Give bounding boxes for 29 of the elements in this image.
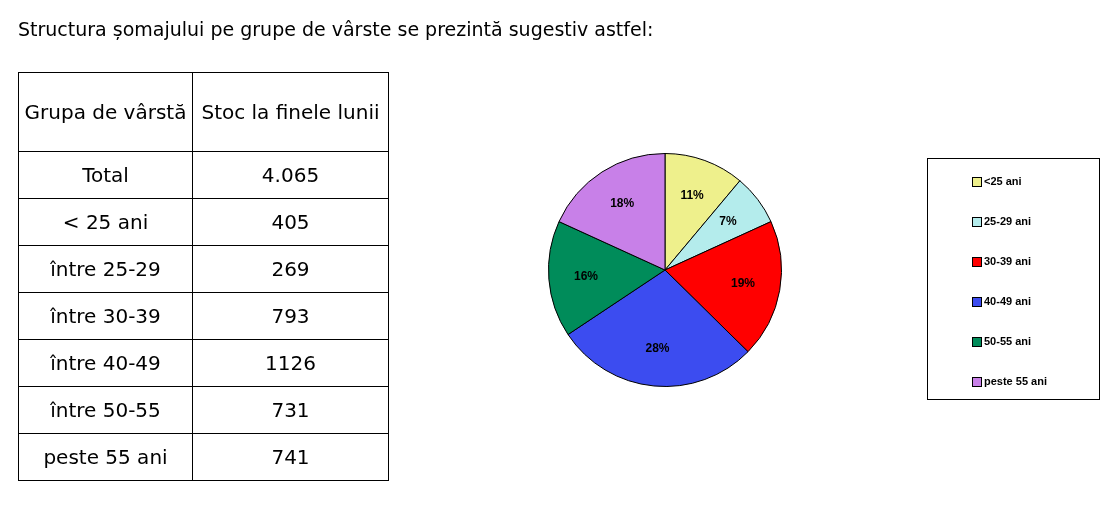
text: între 30-39 bbox=[18, 292, 193, 340]
data-label: 18% bbox=[610, 195, 635, 210]
data-label: 11% bbox=[680, 187, 705, 202]
text: între 40-49 bbox=[18, 339, 193, 387]
legend-label: 40-49 ani bbox=[984, 295, 1032, 307]
text: 405 bbox=[192, 198, 389, 246]
text: între 50-55 bbox=[18, 386, 193, 434]
text: Structura șomajului pe grupe de vârste se prezintă sugestiv astfel: bbox=[18, 18, 654, 40]
text: 4.065 bbox=[192, 151, 389, 199]
text: 1126 bbox=[192, 339, 389, 387]
text: Stoc la finele lunii bbox=[192, 72, 389, 152]
text: între 25-29 bbox=[18, 245, 193, 293]
data-label: 19% bbox=[731, 276, 756, 291]
text: 741 bbox=[192, 433, 389, 481]
legend-label: peste 55 ani bbox=[984, 375, 1047, 387]
data-label: 7% bbox=[719, 214, 738, 229]
data-label: 16% bbox=[574, 268, 599, 283]
legend-label: 25-29 ani bbox=[984, 215, 1032, 227]
text: 269 bbox=[192, 245, 389, 293]
data-label: 28% bbox=[645, 341, 670, 356]
text: Grupa de vârstă bbox=[18, 72, 193, 152]
text: 731 bbox=[192, 386, 389, 434]
text: < 25 ani bbox=[18, 198, 193, 246]
text: peste 55 ani bbox=[18, 433, 193, 481]
text: 793 bbox=[192, 292, 389, 340]
legend-label: <25 ani bbox=[984, 175, 1022, 187]
legend-label: 50-55 ani bbox=[984, 335, 1032, 347]
legend-label: 30-39 ani bbox=[984, 255, 1032, 267]
text: Total bbox=[18, 151, 193, 199]
